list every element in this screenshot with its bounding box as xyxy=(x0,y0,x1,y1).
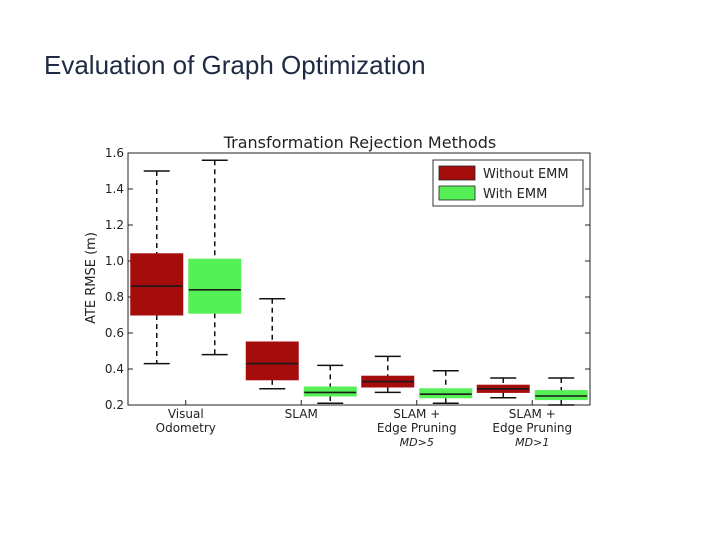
x-tick-label: SLAM xyxy=(285,407,318,421)
x-tick-label: SLAM + xyxy=(509,407,556,421)
y-tick-label: 0.6 xyxy=(105,326,124,340)
legend-label: Without EMM xyxy=(483,167,569,182)
box-without-emm xyxy=(245,341,299,381)
y-axis-label: ATE RMSE (m) xyxy=(84,232,99,324)
x-tick-sublabel: MD>5 xyxy=(400,436,434,449)
x-tick-label: SLAM + xyxy=(393,407,440,421)
box-with-emm xyxy=(419,388,473,399)
y-tick-label: 1.6 xyxy=(105,146,124,160)
legend: Without EMM With EMM xyxy=(432,159,584,207)
legend-swatch xyxy=(438,165,476,181)
y-tick-label: 1.4 xyxy=(105,182,124,196)
chart-title: Transformation Rejection Methods xyxy=(223,133,497,152)
legend-swatch xyxy=(438,185,476,201)
y-tick-label: 0.8 xyxy=(105,290,124,304)
legend-label: With EMM xyxy=(483,187,547,202)
slide-title: Evaluation of Graph Optimization xyxy=(44,50,426,80)
x-tick-label: Odometry xyxy=(156,421,216,435)
y-tick-label: 0.4 xyxy=(105,362,124,376)
box-without-emm xyxy=(130,253,184,316)
x-tick-label: Visual xyxy=(168,407,204,421)
box-with-emm xyxy=(303,386,357,397)
y-tick-label: 1.0 xyxy=(105,254,124,268)
box-with-emm xyxy=(534,390,588,401)
y-tick-label: 1.2 xyxy=(105,218,124,232)
y-tick-label: 0.2 xyxy=(105,398,124,412)
box-with-emm xyxy=(188,258,242,314)
x-tick-sublabel: MD>1 xyxy=(515,436,549,449)
x-tick-label: Edge Pruning xyxy=(377,421,457,435)
x-tick-label: Edge Pruning xyxy=(492,421,572,435)
